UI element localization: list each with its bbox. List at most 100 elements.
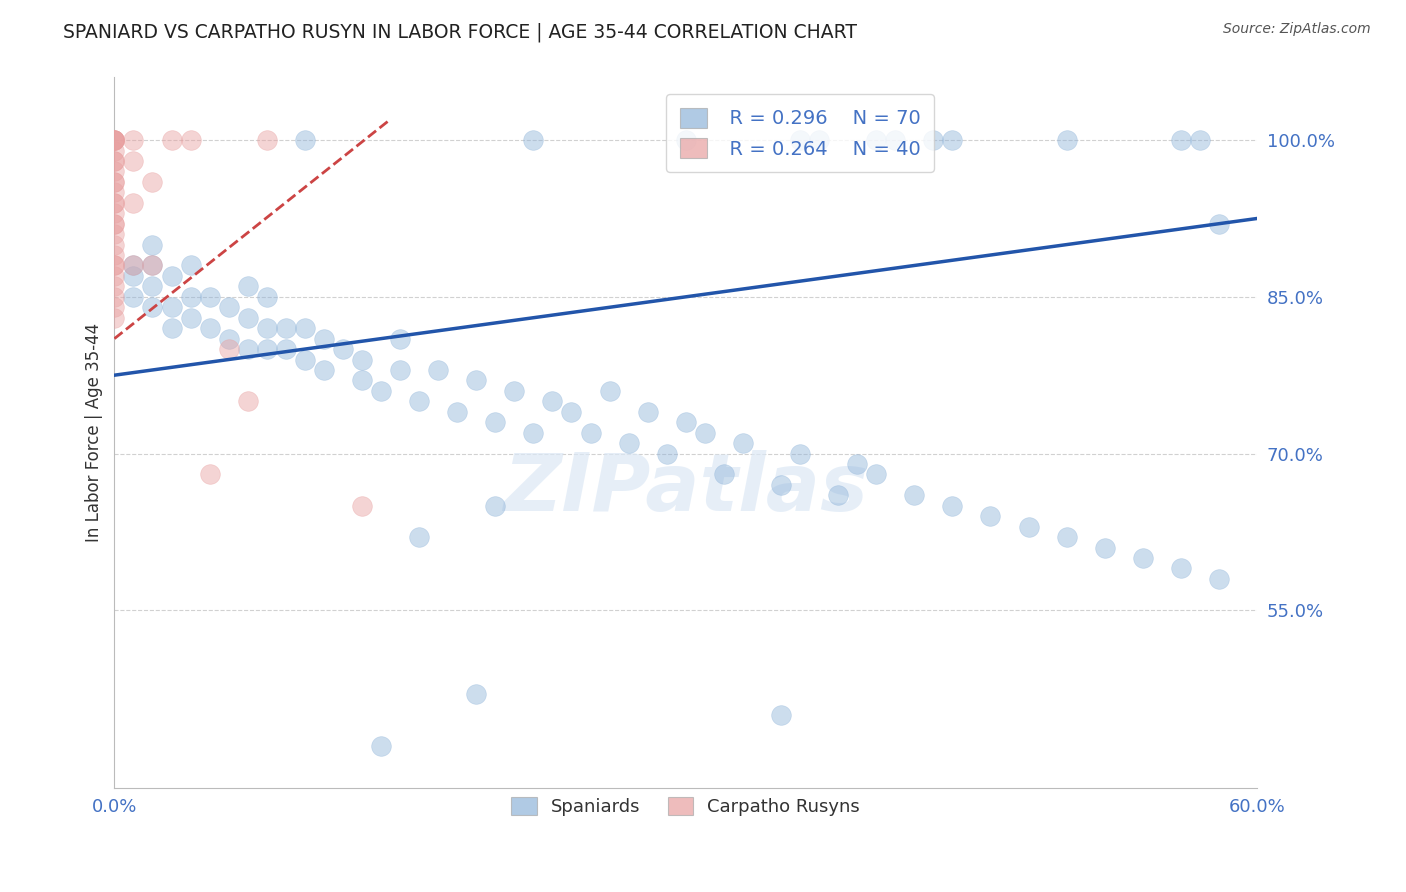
Legend: Spaniards, Carpatho Rusyns: Spaniards, Carpatho Rusyns: [502, 788, 869, 825]
Point: [236, 342, 259, 356]
Point: [218, 332, 240, 346]
Point: [160, 133, 183, 147]
Point: [484, 499, 506, 513]
Point: [675, 133, 697, 147]
Point: [922, 133, 945, 147]
Point: [236, 279, 259, 293]
Point: [693, 425, 716, 440]
Point: [731, 436, 754, 450]
Point: [312, 363, 335, 377]
Point: [103, 227, 125, 242]
Point: [465, 687, 488, 701]
Point: [941, 133, 963, 147]
Point: [617, 436, 640, 450]
Point: [522, 425, 544, 440]
Point: [103, 133, 125, 147]
Point: [103, 217, 125, 231]
Point: [103, 133, 125, 147]
Point: [846, 457, 869, 471]
Point: [903, 488, 925, 502]
Point: [1170, 561, 1192, 575]
Point: [827, 488, 849, 502]
Point: [637, 405, 659, 419]
Point: [884, 133, 907, 147]
Point: [446, 405, 468, 419]
Point: [522, 133, 544, 147]
Point: [655, 446, 678, 460]
Point: [122, 133, 145, 147]
Point: [122, 259, 145, 273]
Point: [141, 300, 163, 314]
Point: [160, 300, 183, 314]
Point: [160, 268, 183, 283]
Point: [294, 321, 316, 335]
Point: [160, 321, 183, 335]
Point: [789, 446, 811, 460]
Point: [122, 154, 145, 169]
Point: [484, 415, 506, 429]
Point: [427, 363, 450, 377]
Point: [1056, 133, 1078, 147]
Point: [274, 321, 297, 335]
Point: [579, 425, 602, 440]
Point: [122, 259, 145, 273]
Point: [865, 133, 887, 147]
Point: [103, 259, 125, 273]
Point: [256, 290, 278, 304]
Point: [198, 290, 221, 304]
Point: [256, 321, 278, 335]
Point: [122, 290, 145, 304]
Point: [1208, 572, 1230, 586]
Point: [103, 164, 125, 178]
Point: [769, 707, 792, 722]
Point: [141, 279, 163, 293]
Point: [979, 509, 1001, 524]
Point: [465, 373, 488, 387]
Point: [103, 259, 125, 273]
Point: [350, 499, 373, 513]
Point: [103, 175, 125, 189]
Y-axis label: In Labor Force | Age 35-44: In Labor Force | Age 35-44: [86, 323, 103, 542]
Point: [675, 415, 697, 429]
Point: [350, 373, 373, 387]
Point: [198, 467, 221, 482]
Point: [180, 133, 202, 147]
Text: ZIPatlas: ZIPatlas: [503, 450, 869, 528]
Point: [941, 499, 963, 513]
Point: [122, 195, 145, 210]
Point: [180, 259, 202, 273]
Point: [389, 363, 412, 377]
Point: [103, 217, 125, 231]
Point: [865, 467, 887, 482]
Point: [103, 154, 125, 169]
Point: [789, 133, 811, 147]
Point: [1188, 133, 1211, 147]
Point: [599, 384, 621, 398]
Point: [560, 405, 582, 419]
Point: [312, 332, 335, 346]
Point: [122, 268, 145, 283]
Point: [274, 342, 297, 356]
Point: [218, 342, 240, 356]
Point: [1170, 133, 1192, 147]
Point: [1018, 519, 1040, 533]
Point: [103, 206, 125, 220]
Point: [103, 195, 125, 210]
Point: [103, 195, 125, 210]
Point: [389, 332, 412, 346]
Point: [713, 467, 735, 482]
Point: [141, 259, 163, 273]
Point: [103, 268, 125, 283]
Point: [141, 237, 163, 252]
Point: [769, 478, 792, 492]
Point: [332, 342, 354, 356]
Point: [218, 300, 240, 314]
Point: [141, 175, 163, 189]
Point: [503, 384, 526, 398]
Point: [180, 310, 202, 325]
Point: [370, 739, 392, 753]
Point: [294, 352, 316, 367]
Point: [294, 133, 316, 147]
Point: [808, 133, 831, 147]
Point: [103, 186, 125, 200]
